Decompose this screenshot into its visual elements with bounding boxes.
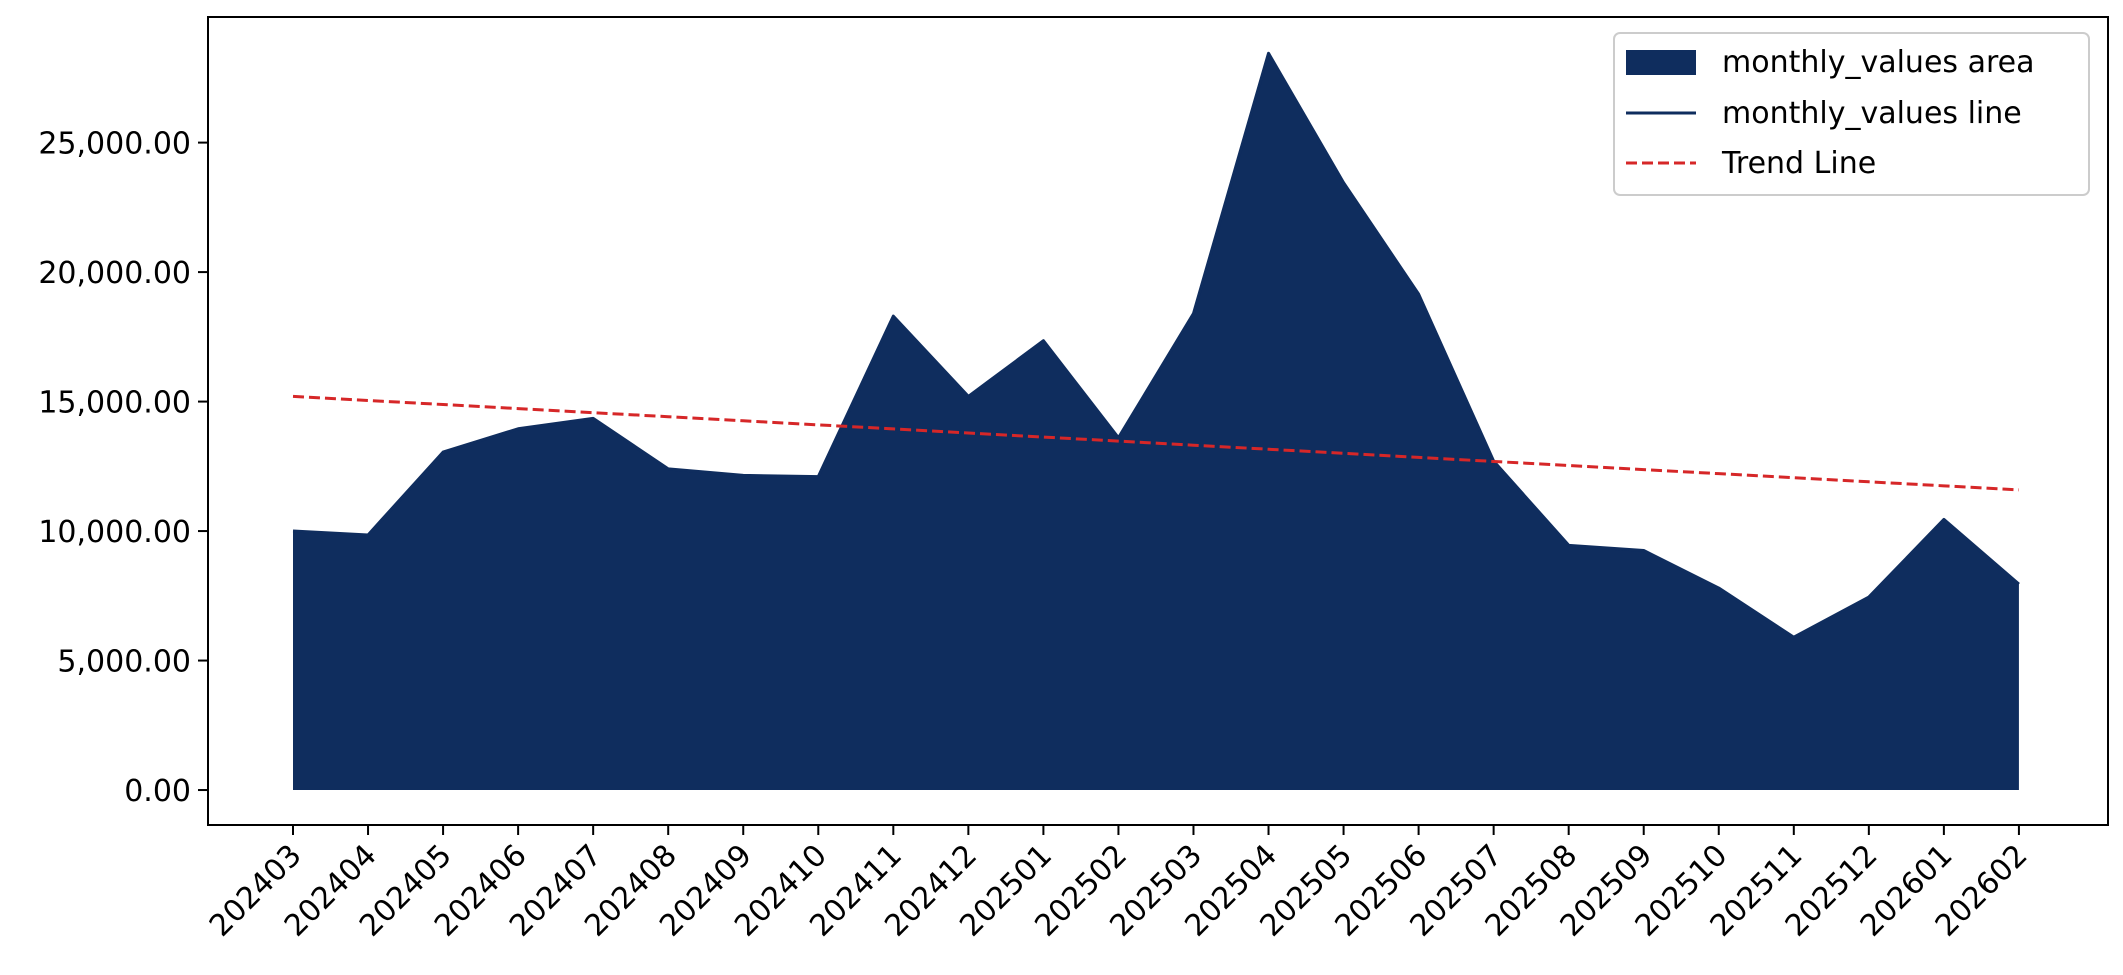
y-tick-label: 15,000.00 xyxy=(38,386,191,421)
line-series-1 xyxy=(292,51,2020,639)
legend-label-trend: Trend Line xyxy=(1721,146,1876,181)
y-axis: 0.00 5,000.00 10,000.00 15,000.00 20,000.00 2… xyxy=(38,127,208,809)
trend-layer xyxy=(292,394,2020,492)
y-tick-label: 25,000.00 xyxy=(38,127,191,162)
trend-line xyxy=(292,394,2020,492)
line-layer xyxy=(292,51,2020,639)
legend-label-line: monthly_values line xyxy=(1722,96,2022,131)
legend-box xyxy=(1613,32,2090,196)
legend-swatch-area xyxy=(1626,50,1696,75)
x-axis: 2024032024042024052024062024072024082024… xyxy=(203,825,2035,944)
legend-label-area: monthly_values area xyxy=(1722,45,2034,80)
y-tick-label: 5,000.00 xyxy=(57,645,191,680)
area-fill-series-0 xyxy=(293,53,2019,791)
legend: monthly_values area monthly_values line … xyxy=(1613,32,2090,196)
area-layer xyxy=(293,53,2019,791)
plot-area-frame xyxy=(207,16,2109,826)
y-tick-label: 0.00 xyxy=(124,774,191,809)
y-tick-label: 10,000.00 xyxy=(38,515,191,550)
y-tick-label: 20,000.00 xyxy=(38,256,191,291)
